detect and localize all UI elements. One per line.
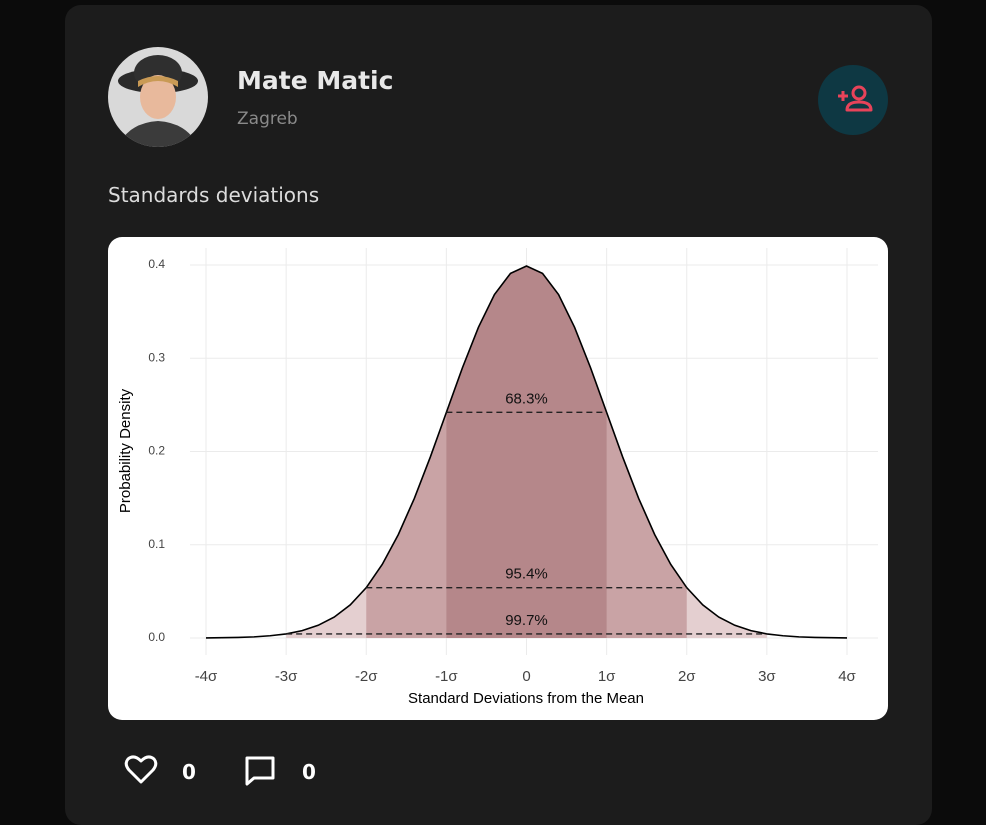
x-axis-title: Standard Deviations from the Mean xyxy=(408,690,644,707)
comment-count: 0 xyxy=(302,760,316,784)
comment-button[interactable] xyxy=(243,754,277,786)
interval-label: 68.3% xyxy=(505,390,548,407)
x-tick-label: 1σ xyxy=(598,668,616,685)
x-tick-label: 0 xyxy=(522,668,530,685)
x-tick-label: -2σ xyxy=(355,668,378,685)
like-count: 0 xyxy=(182,760,196,784)
x-tick-label: 3σ xyxy=(758,668,776,685)
like-button[interactable] xyxy=(124,754,158,786)
x-tick-label: -4σ xyxy=(195,668,218,685)
y-tick-label: 0.2 xyxy=(148,444,165,458)
x-tick-label: 2σ xyxy=(678,668,696,685)
y-tick-label: 0.4 xyxy=(148,257,165,271)
y-tick-label: 0.1 xyxy=(148,537,165,551)
chart: Standard Deviations from the Mean Probab… xyxy=(0,0,986,798)
x-tick-label: -1σ xyxy=(435,668,458,685)
y-tick-label: 0.0 xyxy=(148,630,165,644)
x-tick-label: -3σ xyxy=(275,668,298,685)
x-tick-label: 4σ xyxy=(838,668,856,685)
y-tick-label: 0.3 xyxy=(148,350,165,364)
page: Mate Matic Zagreb Standards deviations S… xyxy=(0,0,986,798)
y-axis-title: Probability Density xyxy=(117,388,134,513)
interval-label: 95.4% xyxy=(505,566,548,583)
interval-label: 99.7% xyxy=(505,612,548,629)
